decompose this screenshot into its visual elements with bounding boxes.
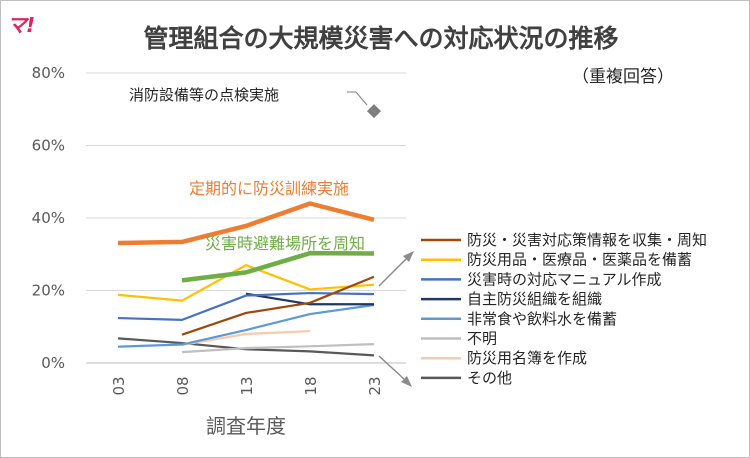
y-tick-label: 60% (32, 137, 65, 155)
legend-arrowhead-top (403, 251, 414, 262)
legend-label: 自主防災組織を組織 (467, 290, 602, 308)
y-tick-label: 40% (32, 209, 65, 227)
series-line (181, 343, 375, 354)
x-tick-label: 18 (302, 376, 320, 395)
legend-label: 非常食や飲料水を備蓄 (467, 310, 617, 328)
series-point (367, 104, 381, 119)
series-line (245, 292, 374, 306)
series-line (181, 330, 311, 346)
brand-logo: マ! (7, 13, 35, 37)
chart-subtitle: （重複回答） (572, 67, 674, 87)
x-tick-label: 03 (110, 376, 128, 395)
legend-label: 防災用品・医療品・医薬品を備蓄 (467, 251, 692, 269)
series-line (181, 275, 375, 336)
chart-title: 管理組合の大規模災害への対応状況の推移 (143, 24, 619, 53)
series-line (117, 291, 375, 321)
y-tick-label: 0% (41, 354, 65, 372)
x-tick-label: 08 (174, 376, 192, 395)
annotation-evacuation: 災害時避難場所を周知 (205, 234, 365, 253)
legend-arrow-top (378, 258, 407, 287)
annotation-leader (347, 91, 368, 106)
y-tick-label: 80% (32, 64, 65, 82)
y-tick-label: 20% (32, 282, 65, 300)
series-line (181, 250, 375, 283)
annotation-inspection: 消防設備等の点検実施 (129, 86, 279, 104)
legend-label: 防災用名簿を作成 (467, 349, 587, 367)
legend-label: 不明 (467, 330, 497, 348)
series-line (117, 201, 375, 246)
legend-arrowhead-bottom (401, 376, 412, 387)
legend-label: 防災・災害対応策情報を収集・周知 (467, 231, 707, 249)
series-line (117, 337, 375, 357)
x-tick-label: 23 (366, 376, 384, 395)
legend-arrow-bottom (378, 355, 405, 380)
annotation-drill: 定期的に防災訓練実施 (189, 179, 349, 198)
series-line (117, 264, 375, 302)
x-axis-label: 調査年度 (206, 414, 286, 438)
legend-label: その他 (467, 369, 512, 387)
x-tick-label: 13 (238, 376, 256, 395)
legend-label: 災害時の対応マニュアル作成 (467, 270, 662, 288)
series-line (117, 303, 375, 348)
